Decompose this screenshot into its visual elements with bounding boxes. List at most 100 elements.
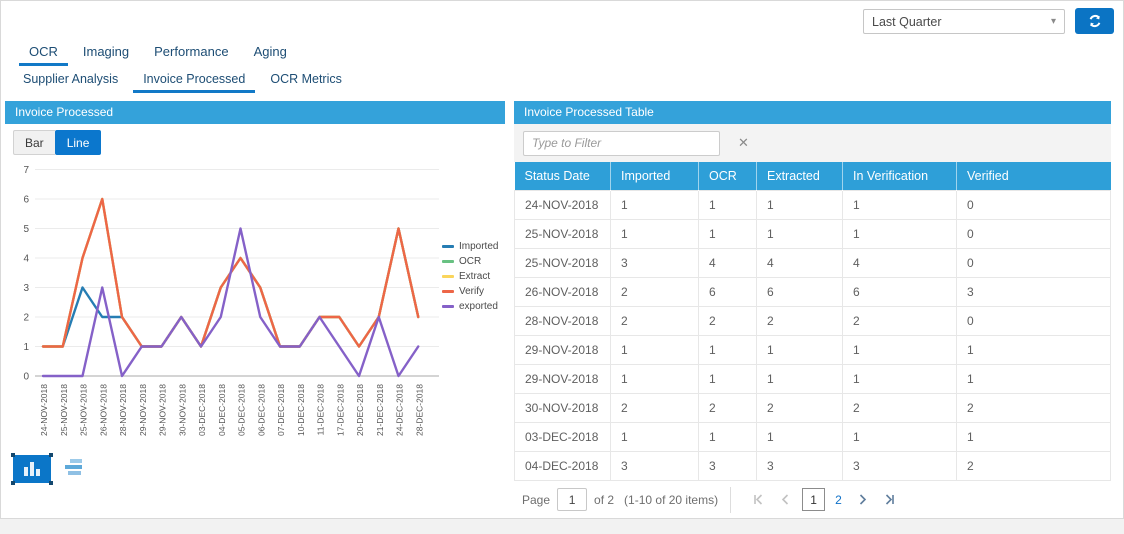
- table-cell: 0: [956, 305, 1111, 336]
- tab-performance[interactable]: Performance: [154, 44, 229, 59]
- table-row[interactable]: 28-NOV-2018 2 2 2 2 0: [514, 305, 1111, 336]
- table-filter-row: ✕: [514, 124, 1111, 162]
- bar-chart-icon: [30, 462, 34, 476]
- table-row[interactable]: 29-NOV-2018 1 1 1 1 1: [514, 334, 1111, 365]
- column-header-imported[interactable]: Imported: [610, 162, 699, 190]
- tab-ocr-metrics[interactable]: OCR Metrics: [270, 72, 342, 86]
- table-cell: 2: [956, 392, 1111, 423]
- legend-item-exported[interactable]: exported: [442, 301, 498, 312]
- table-row[interactable]: 26-NOV-2018 2 6 6 6 3: [514, 276, 1111, 307]
- table-cell: 4: [756, 247, 843, 278]
- x-axis-tick-label: 21-DEC-2018: [375, 384, 385, 436]
- period-select-value: Last Quarter: [872, 14, 942, 29]
- table-cell: 3: [956, 276, 1111, 307]
- table-cell: 1: [956, 363, 1111, 394]
- column-header-in-verification[interactable]: In Verification: [842, 162, 957, 190]
- x-axis-tick-label: 29-NOV-2018: [138, 384, 148, 436]
- table-cell: 6: [756, 276, 843, 307]
- list-view-button[interactable]: [65, 455, 82, 475]
- table-cell: 1: [698, 363, 757, 394]
- first-page-button[interactable]: [745, 493, 772, 506]
- dashboard-page: Last Quarter ▾ OCR Imaging Performance A…: [0, 0, 1124, 519]
- primary-tabs: OCR Imaging Performance Aging: [19, 41, 297, 66]
- legend-item-Verify[interactable]: Verify: [442, 286, 498, 297]
- tab-supplier-analysis[interactable]: Supplier Analysis: [23, 72, 119, 86]
- table-row[interactable]: 25-NOV-2018 1 1 1 1 0: [514, 218, 1111, 249]
- table-cell: 26-NOV-2018: [514, 276, 611, 307]
- tab-aging[interactable]: Aging: [253, 44, 287, 59]
- legend-item-Extract[interactable]: Extract: [442, 271, 498, 282]
- table-cell: 4: [842, 247, 957, 278]
- table-cell: 1: [698, 334, 757, 365]
- x-axis-tick-label: 10-DEC-2018: [296, 384, 306, 436]
- y-axis-tick-label: 7: [23, 165, 29, 176]
- list-icon: [68, 471, 81, 475]
- table-cell: 2: [698, 392, 757, 423]
- table-cell: 2: [698, 305, 757, 336]
- table-row[interactable]: 04-DEC-2018 3 3 3 3 2: [514, 450, 1111, 481]
- filter-input[interactable]: [523, 130, 720, 156]
- table-cell: 1: [698, 189, 757, 220]
- y-axis-tick-label: 0: [23, 372, 29, 383]
- bar-toggle-button[interactable]: Bar: [13, 130, 55, 155]
- tab-ocr[interactable]: OCR: [19, 41, 68, 66]
- legend-swatch: [442, 260, 454, 263]
- y-axis-tick-label: 1: [23, 342, 29, 353]
- table-cell: 29-NOV-2018: [514, 334, 611, 365]
- legend-item-Imported[interactable]: Imported: [442, 241, 498, 252]
- refresh-button[interactable]: [1075, 8, 1114, 34]
- table-cell: 1: [610, 218, 699, 249]
- last-page-button[interactable]: [876, 493, 903, 506]
- column-header-ocr[interactable]: OCR: [698, 162, 757, 190]
- tab-imaging[interactable]: Imaging: [82, 44, 130, 59]
- table-panel-title: Invoice Processed Table: [514, 101, 1111, 124]
- previous-page-button[interactable]: [772, 493, 799, 506]
- refresh-icon: [1089, 15, 1100, 27]
- current-page-indicator: 1: [802, 488, 826, 511]
- table-row[interactable]: 30-NOV-2018 2 2 2 2 2: [514, 392, 1111, 423]
- table-cell: 1: [956, 421, 1111, 452]
- table-cell: 2: [956, 450, 1111, 481]
- table-cell: 1: [956, 334, 1111, 365]
- x-axis-tick-label: 25-NOV-2018: [79, 384, 89, 436]
- table-cell: 25-NOV-2018: [514, 218, 611, 249]
- page-2-link[interactable]: 2: [828, 493, 849, 507]
- list-icon: [65, 465, 82, 469]
- table-cell: 0: [956, 218, 1111, 249]
- tab-invoice-processed[interactable]: Invoice Processed: [133, 69, 256, 93]
- page-number-input[interactable]: [557, 488, 588, 511]
- table-row[interactable]: 24-NOV-2018 1 1 1 1 0: [514, 189, 1111, 220]
- table-row[interactable]: 29-NOV-2018 1 1 1 1 1: [514, 363, 1111, 394]
- table-row[interactable]: 03-DEC-2018 1 1 1 1 1: [514, 421, 1111, 452]
- table-cell: 3: [756, 450, 843, 481]
- chart-view-button[interactable]: [11, 453, 53, 485]
- table-cell: 1: [756, 334, 843, 365]
- next-page-button[interactable]: [849, 493, 876, 506]
- column-header-verified[interactable]: Verified: [956, 162, 1111, 190]
- x-axis-tick-label: 17-DEC-2018: [335, 384, 345, 436]
- table-cell: 03-DEC-2018: [514, 421, 611, 452]
- table-cell: 3: [610, 450, 699, 481]
- legend-swatch: [442, 245, 454, 248]
- page-label: Page: [522, 492, 551, 507]
- pagination-bar: Page of 2 (1-10 of 20 items) 1 2: [514, 481, 1111, 519]
- selection-handle: [11, 481, 15, 485]
- clear-filter-icon[interactable]: ✕: [738, 135, 749, 150]
- table-cell: 3: [842, 450, 957, 481]
- invoice-processed-table-panel: Invoice Processed Table ✕ Status Date Im…: [514, 101, 1111, 519]
- period-select[interactable]: Last Quarter ▾: [863, 9, 1065, 34]
- column-header-extracted[interactable]: Extracted: [756, 162, 843, 190]
- invoice-processed-panel: Invoice Processed Bar Line 0 1 2 3 4 5 6 7 24-NO…: [5, 101, 505, 501]
- table-cell: 3: [610, 247, 699, 278]
- x-axis-tick-label: 07-DEC-2018: [276, 384, 286, 436]
- table-cell: 30-NOV-2018: [514, 392, 611, 423]
- y-axis-tick-label: 6: [23, 195, 29, 206]
- x-axis-tick-label: 04-DEC-2018: [217, 384, 227, 436]
- last-page-icon: [885, 494, 894, 505]
- column-header-status-date[interactable]: Status Date: [514, 162, 611, 190]
- table-row[interactable]: 25-NOV-2018 3 4 4 4 0: [514, 247, 1111, 278]
- table-cell: 3: [698, 450, 757, 481]
- line-toggle-button[interactable]: Line: [54, 130, 102, 155]
- selection-handle: [49, 453, 53, 457]
- legend-item-OCR[interactable]: OCR: [442, 256, 498, 267]
